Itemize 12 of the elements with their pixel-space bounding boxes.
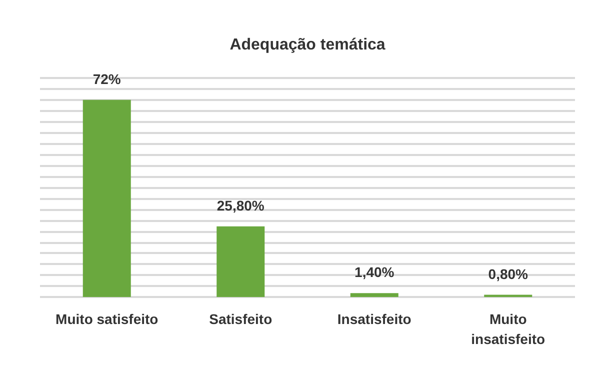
bar [82,100,131,297]
bar [350,293,398,297]
bar [216,226,265,297]
x-tick-label: Muito satisfeito [56,311,158,327]
data-label: 1,40% [354,264,395,280]
x-tick-label: Muito insatisfeito [471,311,546,347]
data-label: 0,80% [488,266,529,282]
chart-title: Adequação temática [230,36,386,54]
x-tick-label: Satisfeito [209,311,272,327]
x-tick-label: Insatisfeito [337,311,412,327]
data-label: 25,80% [216,197,265,214]
data-label: 72% [92,70,122,87]
